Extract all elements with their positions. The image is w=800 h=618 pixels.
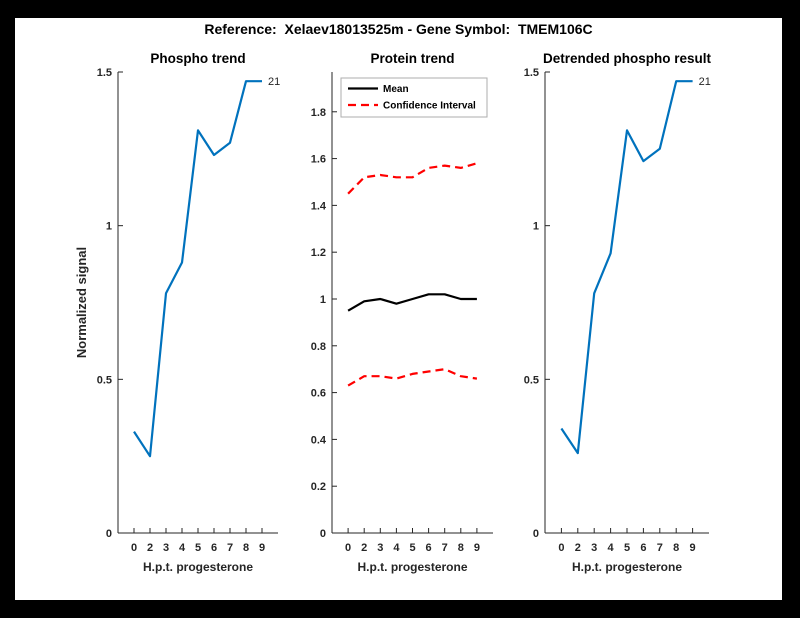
x-tick-label: 4 xyxy=(393,542,400,554)
x-tick-label: 2 xyxy=(147,542,153,554)
x-tick-label: 6 xyxy=(426,542,432,554)
legend-box xyxy=(340,77,488,118)
x-axis-label: H.p.t. progesterone xyxy=(143,560,253,574)
x-tick-label: 2 xyxy=(575,542,581,554)
x-tick-label: 9 xyxy=(474,542,480,554)
y-tick-label: 0.8 xyxy=(311,341,326,353)
y-axis-label: Normalized signal xyxy=(74,247,89,358)
x-tick-label: 3 xyxy=(163,542,169,554)
figure-title: Reference: Xelaev18013525m - Gene Symbol… xyxy=(204,21,593,37)
x-axis-label: H.p.t. progesterone xyxy=(357,560,467,574)
y-tick-label: 1 xyxy=(320,294,326,306)
x-tick-label: 3 xyxy=(591,542,597,554)
legend: Mean Confidence Interval xyxy=(340,77,488,118)
x-tick-label: 8 xyxy=(458,542,464,554)
x-tick-label: 7 xyxy=(657,542,663,554)
x-tick-label: 9 xyxy=(259,542,265,554)
x-tick-label: 4 xyxy=(608,542,615,554)
y-tick-label: 0.6 xyxy=(311,388,326,400)
y-tick-label: 0.5 xyxy=(524,374,539,386)
legend-label: Confidence Interval xyxy=(383,101,476,112)
series-line-confidence-interval-upper xyxy=(347,162,478,195)
series-line-confidence-interval-lower xyxy=(347,368,478,387)
y-tick-label: 1 xyxy=(106,221,112,233)
x-tick-label: 9 xyxy=(690,542,696,554)
y-tick-label: 1.2 xyxy=(311,247,326,259)
y-tick-label: 1.6 xyxy=(311,154,326,166)
x-tick-label: 5 xyxy=(624,542,630,554)
y-tick-label: 1.5 xyxy=(97,67,112,79)
x-axis-label: H.p.t. progesterone xyxy=(572,560,682,574)
x-tick-label: 6 xyxy=(211,542,217,554)
y-tick-label: 0 xyxy=(533,528,539,540)
figure-canvas: Reference: Xelaev18013525m - Gene Symbol… xyxy=(15,18,782,600)
y-tick-label: 0 xyxy=(106,528,112,540)
x-tick-label: 7 xyxy=(227,542,233,554)
x-tick-label: 4 xyxy=(179,542,186,554)
legend-label: Mean xyxy=(383,84,409,95)
x-tick-label: 7 xyxy=(442,542,448,554)
y-tick-label: 0.4 xyxy=(311,434,327,446)
x-tick-label: 5 xyxy=(195,542,201,554)
line-end-annotation: 21 xyxy=(268,76,280,88)
subplot-protein-trend: 0 2 3 4 5 6 7 8 900.20.40.60.811.21.41.61.8Prote… xyxy=(311,51,493,574)
y-tick-label: 1.4 xyxy=(311,200,327,212)
x-tick-label: 0 xyxy=(345,542,351,554)
y-tick-label: 1 xyxy=(533,221,539,233)
y-tick-label: 0 xyxy=(320,528,326,540)
subplot-title: Protein trend xyxy=(370,51,454,66)
y-tick-label: 1.8 xyxy=(311,107,326,119)
line-end-annotation: 21 xyxy=(699,76,711,88)
x-tick-label: 0 xyxy=(558,542,564,554)
y-tick-label: 0.2 xyxy=(311,481,326,493)
x-tick-label: 8 xyxy=(243,542,249,554)
x-tick-label: 2 xyxy=(361,542,367,554)
series-line-detrended-phospho-signal xyxy=(560,80,693,455)
x-tick-label: 3 xyxy=(377,542,383,554)
subplot-title: Detrended phospho result xyxy=(543,51,712,66)
x-tick-label: 0 xyxy=(131,542,137,554)
x-tick-label: 5 xyxy=(409,542,415,554)
series-line-mean xyxy=(347,293,477,312)
x-tick-label: 6 xyxy=(640,542,646,554)
subplot-title: Phospho trend xyxy=(150,51,245,66)
y-tick-label: 1.5 xyxy=(524,67,539,79)
y-tick-label: 0.5 xyxy=(97,374,112,386)
series-line-phospho-signal xyxy=(133,80,262,458)
x-tick-label: 8 xyxy=(673,542,679,554)
